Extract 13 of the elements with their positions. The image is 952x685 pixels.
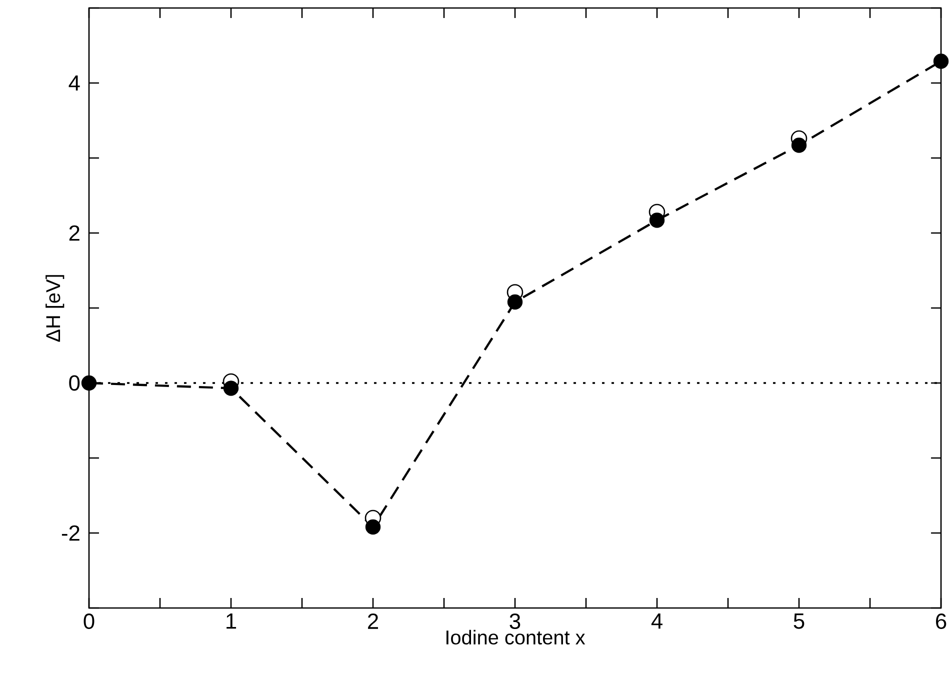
x-axis-title: Iodine content x: [446, 630, 586, 645]
x-tick-label: 5: [794, 614, 804, 629]
x-tick-label: 2: [368, 614, 378, 629]
x-tick-label: 4: [651, 614, 662, 629]
y-tick-label: 4: [68, 75, 80, 91]
x-tick-label: 3: [510, 614, 520, 630]
y-tick-label: 2: [69, 225, 80, 241]
y-tick-label: 0: [69, 375, 80, 391]
y-axis-title: ΔH [eV]: [46, 275, 64, 342]
x-tick-label: 1: [226, 614, 236, 629]
x-tick-label: 0: [84, 614, 94, 630]
x-tick-label: 6: [936, 614, 946, 630]
y-tick-label: -2: [62, 525, 80, 541]
